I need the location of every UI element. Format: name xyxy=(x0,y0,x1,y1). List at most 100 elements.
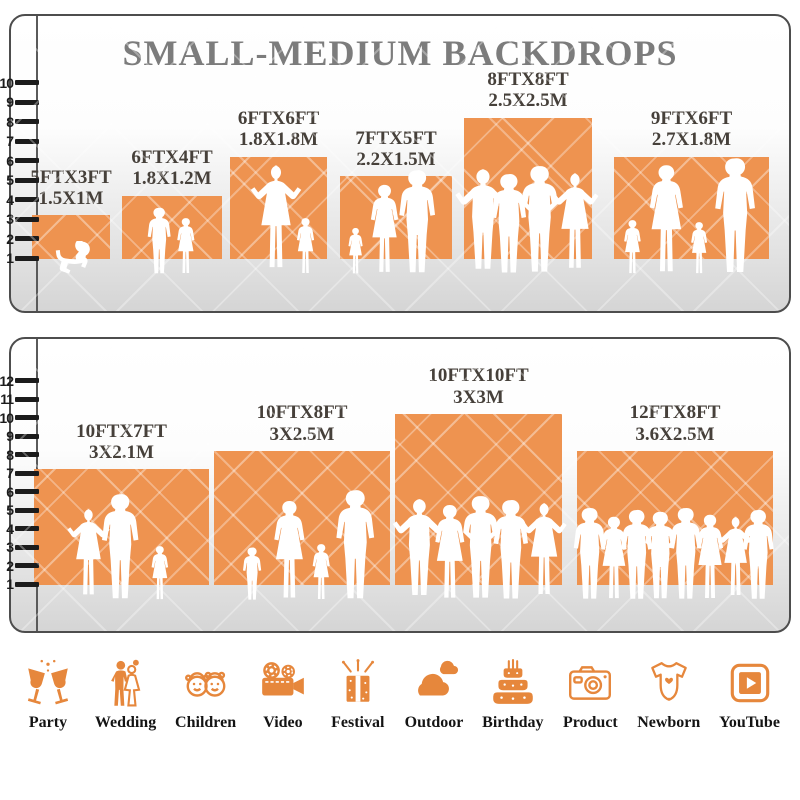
axis-tick-label: 4 xyxy=(6,520,14,537)
category-label: Children xyxy=(175,714,237,731)
axis-tick-label: 10 xyxy=(0,409,14,426)
axis-tick-5: 5 xyxy=(0,502,39,518)
axis-tick-mark xyxy=(15,563,39,569)
category-label: Birthday xyxy=(482,714,544,731)
category-outdoor: Outdoor xyxy=(404,658,464,731)
axis-tick-1: 1 xyxy=(0,250,39,266)
axis-tick-label: 1 xyxy=(6,250,14,267)
backdrop-size-label: 6FTX4FT 1.8X1.2M xyxy=(131,147,212,190)
category-label: Festival xyxy=(331,714,385,731)
axis-tick-label: 2 xyxy=(6,557,14,574)
people-silhouettes xyxy=(455,166,599,273)
axis-tick-mark xyxy=(15,80,39,86)
size-meters: 3.6X2.5M xyxy=(635,423,715,445)
people-silhouettes xyxy=(67,494,169,600)
size-feet: 6FTX6FT xyxy=(237,108,320,130)
size-meters: 3X2.5M xyxy=(269,423,335,445)
backdrop-10ftx7ft: 10FTX7FT 3X2.1M xyxy=(34,421,209,600)
backdrop-swatch xyxy=(32,215,110,259)
axis-tick-label: 8 xyxy=(6,113,14,130)
size-feet: 6FTX4FT xyxy=(131,147,213,169)
birthday-icon xyxy=(488,658,538,708)
axis-tick-mark xyxy=(15,452,39,458)
backdrop-size-label: 8FTX8FT 2.5X2.5M xyxy=(487,69,568,112)
people-silhouettes xyxy=(242,490,375,600)
video-icon xyxy=(258,658,308,708)
backdrop-size-label: 10FTX10FT 3X3M xyxy=(428,365,528,408)
axis-tick-9: 9 xyxy=(0,428,39,444)
people-silhouettes xyxy=(348,170,436,274)
size-feet: 10FTX10FT xyxy=(428,365,529,387)
axis-tick-12: 12 xyxy=(0,373,39,389)
axis-tick-7: 7 xyxy=(0,465,39,481)
people-silhouettes xyxy=(392,496,567,599)
backdrop-size-label: 10FTX7FT 3X2.1M xyxy=(76,421,167,464)
people-silhouettes xyxy=(147,207,195,274)
axis-tick-2: 2 xyxy=(0,558,39,574)
category-label: Newborn xyxy=(637,714,701,731)
axis-tick-mark xyxy=(15,177,39,183)
axis-tick-mark xyxy=(15,378,39,384)
axis-tick-label: 5 xyxy=(6,502,14,519)
backdrop-12ftx8ft: 12FTX8FT 3.6X2.5M xyxy=(573,402,774,599)
axis-tick-mark xyxy=(15,197,39,203)
axis-tick-mark xyxy=(15,158,39,164)
axis-tick-9: 9 xyxy=(0,94,39,110)
axis-tick-mark xyxy=(15,544,39,550)
axis-tick-label: 10 xyxy=(0,74,14,91)
category-label: YouTube xyxy=(719,714,780,731)
axis-tick-5: 5 xyxy=(0,172,39,188)
backdrop-6ftx6ft: 6FTX6FT 1.8X1.8M xyxy=(230,108,327,274)
category-birthday: Birthday xyxy=(482,658,544,731)
axis-tick-7: 7 xyxy=(0,133,39,149)
size-feet: 8FTX8FT xyxy=(487,69,569,91)
children-icon xyxy=(181,658,231,708)
size-meters: 3X3M xyxy=(453,386,504,408)
backdrop-size-label: 5FTX3FT 1.5X1M xyxy=(30,167,111,210)
axis-tick-label: 8 xyxy=(6,446,14,463)
axis-tick-8: 8 xyxy=(0,447,39,463)
category-product: Product xyxy=(562,658,618,731)
axis-tick-6: 6 xyxy=(0,484,39,500)
axis-tick-mark xyxy=(15,581,39,587)
backdrop-8ftx8ft: 8FTX8FT 2.5X2.5M xyxy=(455,69,599,273)
page-title: SMALL-MEDIUM BACKDROPS xyxy=(122,33,678,73)
axis-tick-11: 11 xyxy=(0,391,39,407)
axis-tick-mark xyxy=(15,415,39,421)
axis-tick-10: 10 xyxy=(0,75,39,91)
axis-tick-2: 2 xyxy=(0,231,39,247)
category-row: Party Wedding Children Video Festival Outdoor… xyxy=(20,658,780,731)
axis-tick-3: 3 xyxy=(0,539,39,555)
size-meters: 1.8X1.2M xyxy=(132,168,212,190)
category-label: Wedding xyxy=(94,714,157,731)
size-feet: 12FTX8FT xyxy=(629,402,721,424)
category-label: Outdoor xyxy=(404,714,464,731)
axis-tick-label: 6 xyxy=(6,483,14,500)
category-newborn: Newborn xyxy=(637,658,700,731)
backdrop-size-label: 12FTX8FT 3.6X2.5M xyxy=(630,402,721,445)
festival-icon xyxy=(333,658,383,708)
axis-tick-mark xyxy=(15,526,39,532)
axis-tick-label: 9 xyxy=(6,428,14,445)
people-silhouettes xyxy=(55,241,90,274)
axis-tick-label: 5 xyxy=(6,172,14,189)
backdrop-5ftx3ft: 5FTX3FT 1.5X1M xyxy=(30,167,112,274)
axis-tick-mark xyxy=(15,396,39,402)
panel-large-backdrops: 12 11 10 9 8 7 6 5 4 3 2 1 10FTX7FT 3X2.1M 10FTX8FT 3X2… xyxy=(0,337,791,633)
axis-tick-label: 4 xyxy=(6,191,14,208)
newborn-icon xyxy=(644,658,694,708)
size-feet: 9FTX6FT xyxy=(650,108,733,130)
axis-tick-label: 7 xyxy=(6,465,14,482)
people-silhouettes xyxy=(624,158,755,274)
category-label: Product xyxy=(562,714,618,731)
party-icon xyxy=(23,658,73,708)
axis-tick-label: 7 xyxy=(6,133,14,150)
wedding-icon xyxy=(101,658,151,708)
backdrop-swatch xyxy=(122,195,222,259)
category-label: Party xyxy=(28,714,68,731)
backdrop-size-label: 6FTX6FT 1.8X1.8M xyxy=(238,108,319,151)
size-meters: 1.8X1.8M xyxy=(238,129,319,151)
axis-tick-4: 4 xyxy=(0,192,39,208)
axis-tick-3: 3 xyxy=(0,211,39,227)
